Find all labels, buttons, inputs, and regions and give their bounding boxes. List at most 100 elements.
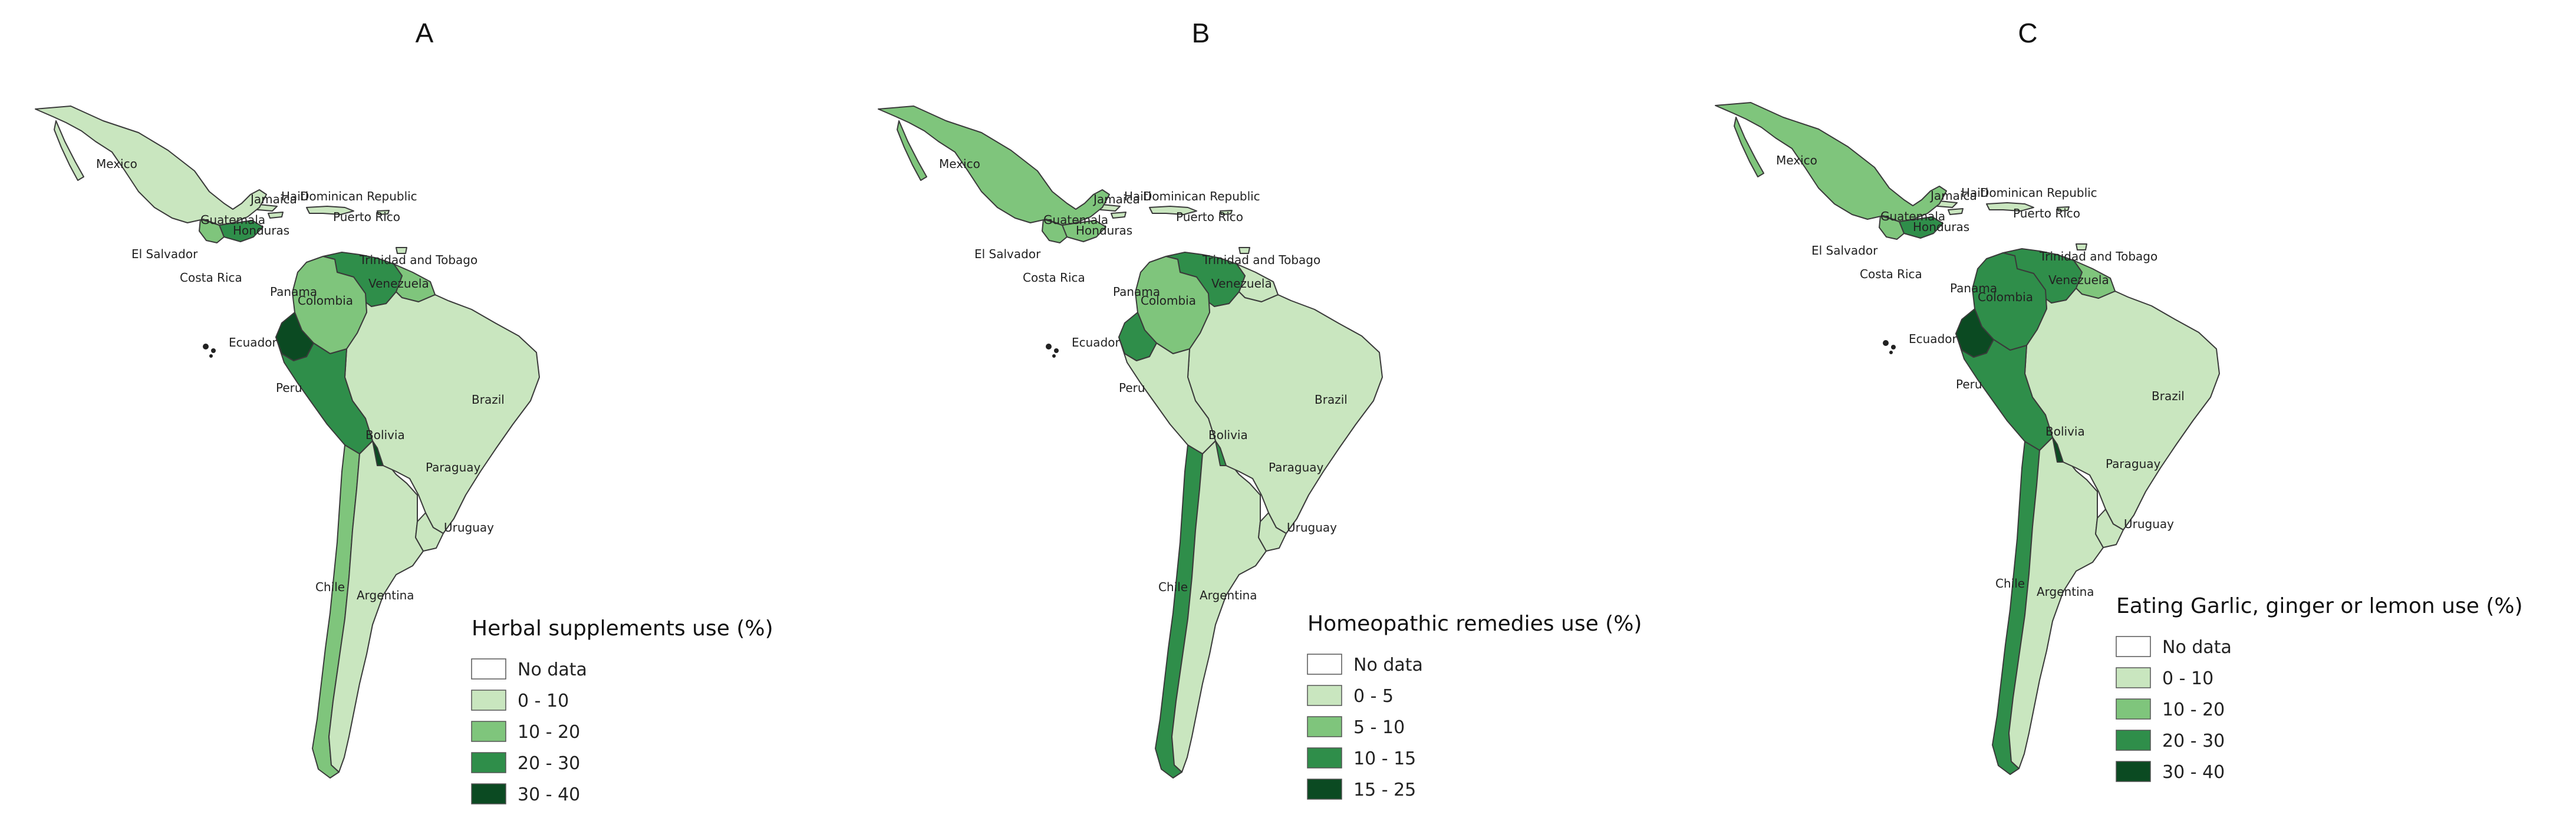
label-paraguay: Paraguay	[1269, 460, 1324, 474]
legend-swatch	[2116, 730, 2151, 751]
label-peru: Peru	[1119, 381, 1145, 395]
label-jamaica: Jamaica	[1092, 192, 1140, 206]
legend-entry: 10 - 15	[1353, 748, 1416, 769]
country-caribbean	[247, 203, 407, 254]
legend-entry: No data	[518, 659, 587, 680]
label-costa_rica: Costa Rica	[180, 271, 242, 285]
label-puerto_rico: Puerto Rico	[2013, 206, 2080, 220]
label-mexico: Mexico	[939, 157, 980, 171]
label-haiti: Haiti	[1961, 186, 1988, 200]
panel-letter: B	[1192, 18, 1210, 48]
island-dot	[1883, 340, 1889, 346]
legend-swatch	[1307, 747, 1342, 769]
label-venezuela: Venezuela	[1211, 276, 1272, 291]
legend-swatch	[2116, 761, 2151, 782]
legend-entry: 30 - 40	[2162, 762, 2225, 783]
label-venezuela: Venezuela	[368, 276, 429, 291]
country-honduras	[219, 220, 263, 242]
legend-swatch	[2116, 636, 2151, 657]
label-el_salvador: El Salvador	[1811, 243, 1878, 258]
label-peru: Peru	[1956, 377, 1982, 391]
country-mexico	[35, 105, 267, 226]
label-el_salvador: El Salvador	[131, 247, 198, 261]
legend-swatch	[471, 783, 506, 804]
legend-entry: No data	[1353, 655, 1423, 675]
panel-letter: C	[2018, 18, 2037, 48]
label-guatemala: Guatemala	[1043, 213, 1108, 227]
label-el_salvador: El Salvador	[974, 247, 1041, 261]
legend-title: Eating Garlic, ginger or lemon use (%)	[2116, 594, 2523, 618]
label-venezuela: Venezuela	[2048, 273, 2109, 287]
country-colombia	[1972, 252, 2047, 351]
label-dominican_republic: Dominican Republic	[1980, 186, 2097, 200]
label-ecuador: Ecuador	[1072, 335, 1120, 349]
label-argentina: Argentina	[357, 588, 414, 602]
legend-entry: 0 - 10	[2162, 668, 2213, 689]
label-peru: Peru	[276, 381, 302, 395]
label-honduras: Honduras	[233, 223, 289, 238]
label-bolivia: Bolivia	[365, 428, 405, 442]
country-honduras	[1062, 220, 1106, 242]
country-mexico	[1715, 102, 1947, 222]
legend-swatch	[471, 690, 506, 711]
label-trinidad: Trinidad and Tobago	[2039, 249, 2157, 263]
country-mexico	[878, 105, 1110, 226]
legend-entry: No data	[2162, 637, 2232, 658]
country-honduras	[1899, 216, 1943, 239]
country-colombia	[292, 256, 367, 354]
label-bolivia: Bolivia	[2045, 424, 2085, 438]
legend-swatch	[1307, 779, 1342, 800]
legend-entry: 5 - 10	[1353, 717, 1405, 738]
label-ecuador: Ecuador	[229, 335, 277, 349]
legend-title: Homeopathic remedies use (%)	[1307, 612, 1642, 636]
label-dominican_republic: Dominican Republic	[1143, 189, 1260, 203]
label-trinidad: Trinidad and Tobago	[1202, 253, 1320, 267]
label-jamaica: Jamaica	[1929, 189, 1977, 203]
island-dot	[209, 354, 213, 358]
legend-entry: 0 - 10	[518, 691, 569, 711]
island-dot	[1046, 344, 1052, 349]
legend-swatch	[471, 658, 506, 680]
legend-entry: 20 - 30	[2162, 731, 2225, 751]
label-paraguay: Paraguay	[2106, 457, 2161, 471]
country-caribbean	[1927, 199, 2087, 250]
label-puerto_rico: Puerto Rico	[1176, 210, 1243, 224]
legend-swatch	[2116, 667, 2151, 688]
label-chile: Chile	[315, 580, 345, 594]
island-dot	[1891, 345, 1896, 349]
legend-swatch	[2116, 698, 2151, 720]
label-panama: Panama	[270, 285, 317, 299]
label-honduras: Honduras	[1913, 220, 1969, 234]
label-mexico: Mexico	[1776, 153, 1817, 167]
label-ecuador: Ecuador	[1909, 332, 1957, 346]
label-argentina: Argentina	[1200, 588, 1257, 602]
legend-swatch	[1307, 654, 1342, 675]
label-haiti: Haiti	[281, 189, 308, 203]
label-dominican_republic: Dominican Republic	[300, 189, 417, 203]
legend-swatch	[471, 721, 506, 742]
legend-entry: 0 - 5	[1353, 686, 1394, 707]
legend-title: Herbal supplements use (%)	[472, 616, 773, 641]
legend-entry: 10 - 20	[518, 722, 580, 743]
label-paraguay: Paraguay	[426, 460, 481, 474]
label-guatemala: Guatemala	[1880, 209, 1945, 223]
label-jamaica: Jamaica	[249, 192, 297, 206]
label-guatemala: Guatemala	[200, 213, 265, 227]
island-dot	[1889, 351, 1893, 354]
label-panama: Panama	[1950, 281, 1997, 295]
panel-letter: A	[416, 18, 434, 48]
label-colombia: Colombia	[1141, 294, 1196, 308]
label-uruguay: Uruguay	[444, 520, 494, 535]
label-brazil: Brazil	[472, 393, 505, 407]
legend-swatch	[471, 752, 506, 773]
label-uruguay: Uruguay	[1287, 520, 1337, 535]
label-costa_rica: Costa Rica	[1860, 267, 1922, 281]
label-mexico: Mexico	[96, 157, 137, 171]
label-colombia: Colombia	[1978, 290, 2033, 304]
legend-entry: 20 - 30	[518, 753, 580, 774]
legend-swatch	[1307, 716, 1342, 737]
